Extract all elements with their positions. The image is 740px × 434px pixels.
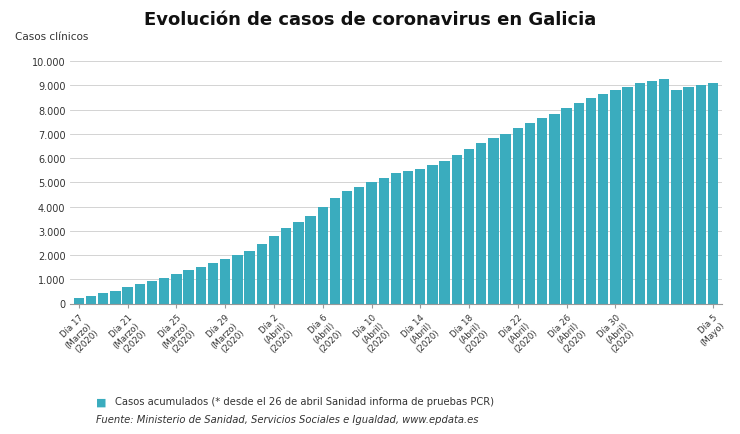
Bar	[464, 149, 474, 304]
Bar	[476, 144, 486, 304]
Text: Evolución de casos de coronavirus en Galicia: Evolución de casos de coronavirus en Gal…	[144, 11, 596, 29]
Bar	[281, 228, 292, 304]
Bar	[610, 91, 621, 304]
Bar	[427, 165, 437, 304]
Bar	[647, 82, 657, 304]
Text: Casos acumulados (* desde el 26 de abril Sanidad informa de pruebas PCR): Casos acumulados (* desde el 26 de abril…	[115, 397, 494, 406]
Bar	[244, 251, 255, 304]
Bar	[659, 80, 670, 304]
Bar	[451, 155, 462, 304]
Bar	[622, 87, 633, 304]
Bar	[366, 183, 377, 304]
Bar	[184, 271, 194, 304]
Bar	[159, 279, 169, 304]
Bar	[440, 161, 450, 304]
Bar	[415, 170, 425, 304]
Bar	[513, 128, 523, 304]
Bar	[342, 192, 352, 304]
Bar	[671, 91, 682, 304]
Bar	[110, 291, 121, 304]
Bar	[598, 95, 608, 304]
Bar	[220, 259, 230, 304]
Bar	[74, 299, 84, 304]
Bar	[525, 123, 535, 304]
Bar	[707, 84, 718, 304]
Bar	[500, 135, 511, 304]
Bar	[586, 99, 596, 304]
Text: Casos clínicos: Casos clínicos	[15, 32, 88, 42]
Bar	[391, 174, 401, 304]
Bar	[574, 103, 584, 304]
Bar	[257, 244, 267, 304]
Bar	[549, 115, 559, 304]
Bar	[537, 119, 548, 304]
Bar	[171, 275, 181, 304]
Bar	[195, 267, 206, 304]
Bar	[488, 139, 499, 304]
Bar	[208, 264, 218, 304]
Bar	[696, 85, 706, 304]
Bar	[147, 282, 157, 304]
Bar	[98, 293, 108, 304]
Bar	[135, 284, 145, 304]
Bar	[293, 222, 303, 304]
Bar	[122, 287, 132, 304]
Bar	[330, 199, 340, 304]
Bar	[403, 172, 413, 304]
Bar	[379, 178, 389, 304]
Bar	[354, 187, 365, 304]
Bar	[86, 296, 96, 304]
Bar	[684, 88, 694, 304]
Bar	[232, 255, 243, 304]
Text: Fuente: Ministerio de Sanidad, Servicios Sociales e Igualdad, www.epdata.es: Fuente: Ministerio de Sanidad, Servicios…	[96, 414, 479, 424]
Bar	[635, 84, 645, 304]
Bar	[317, 207, 328, 304]
Bar	[269, 237, 279, 304]
Bar	[562, 108, 572, 304]
Bar	[306, 217, 316, 304]
Text: ■: ■	[96, 397, 107, 406]
